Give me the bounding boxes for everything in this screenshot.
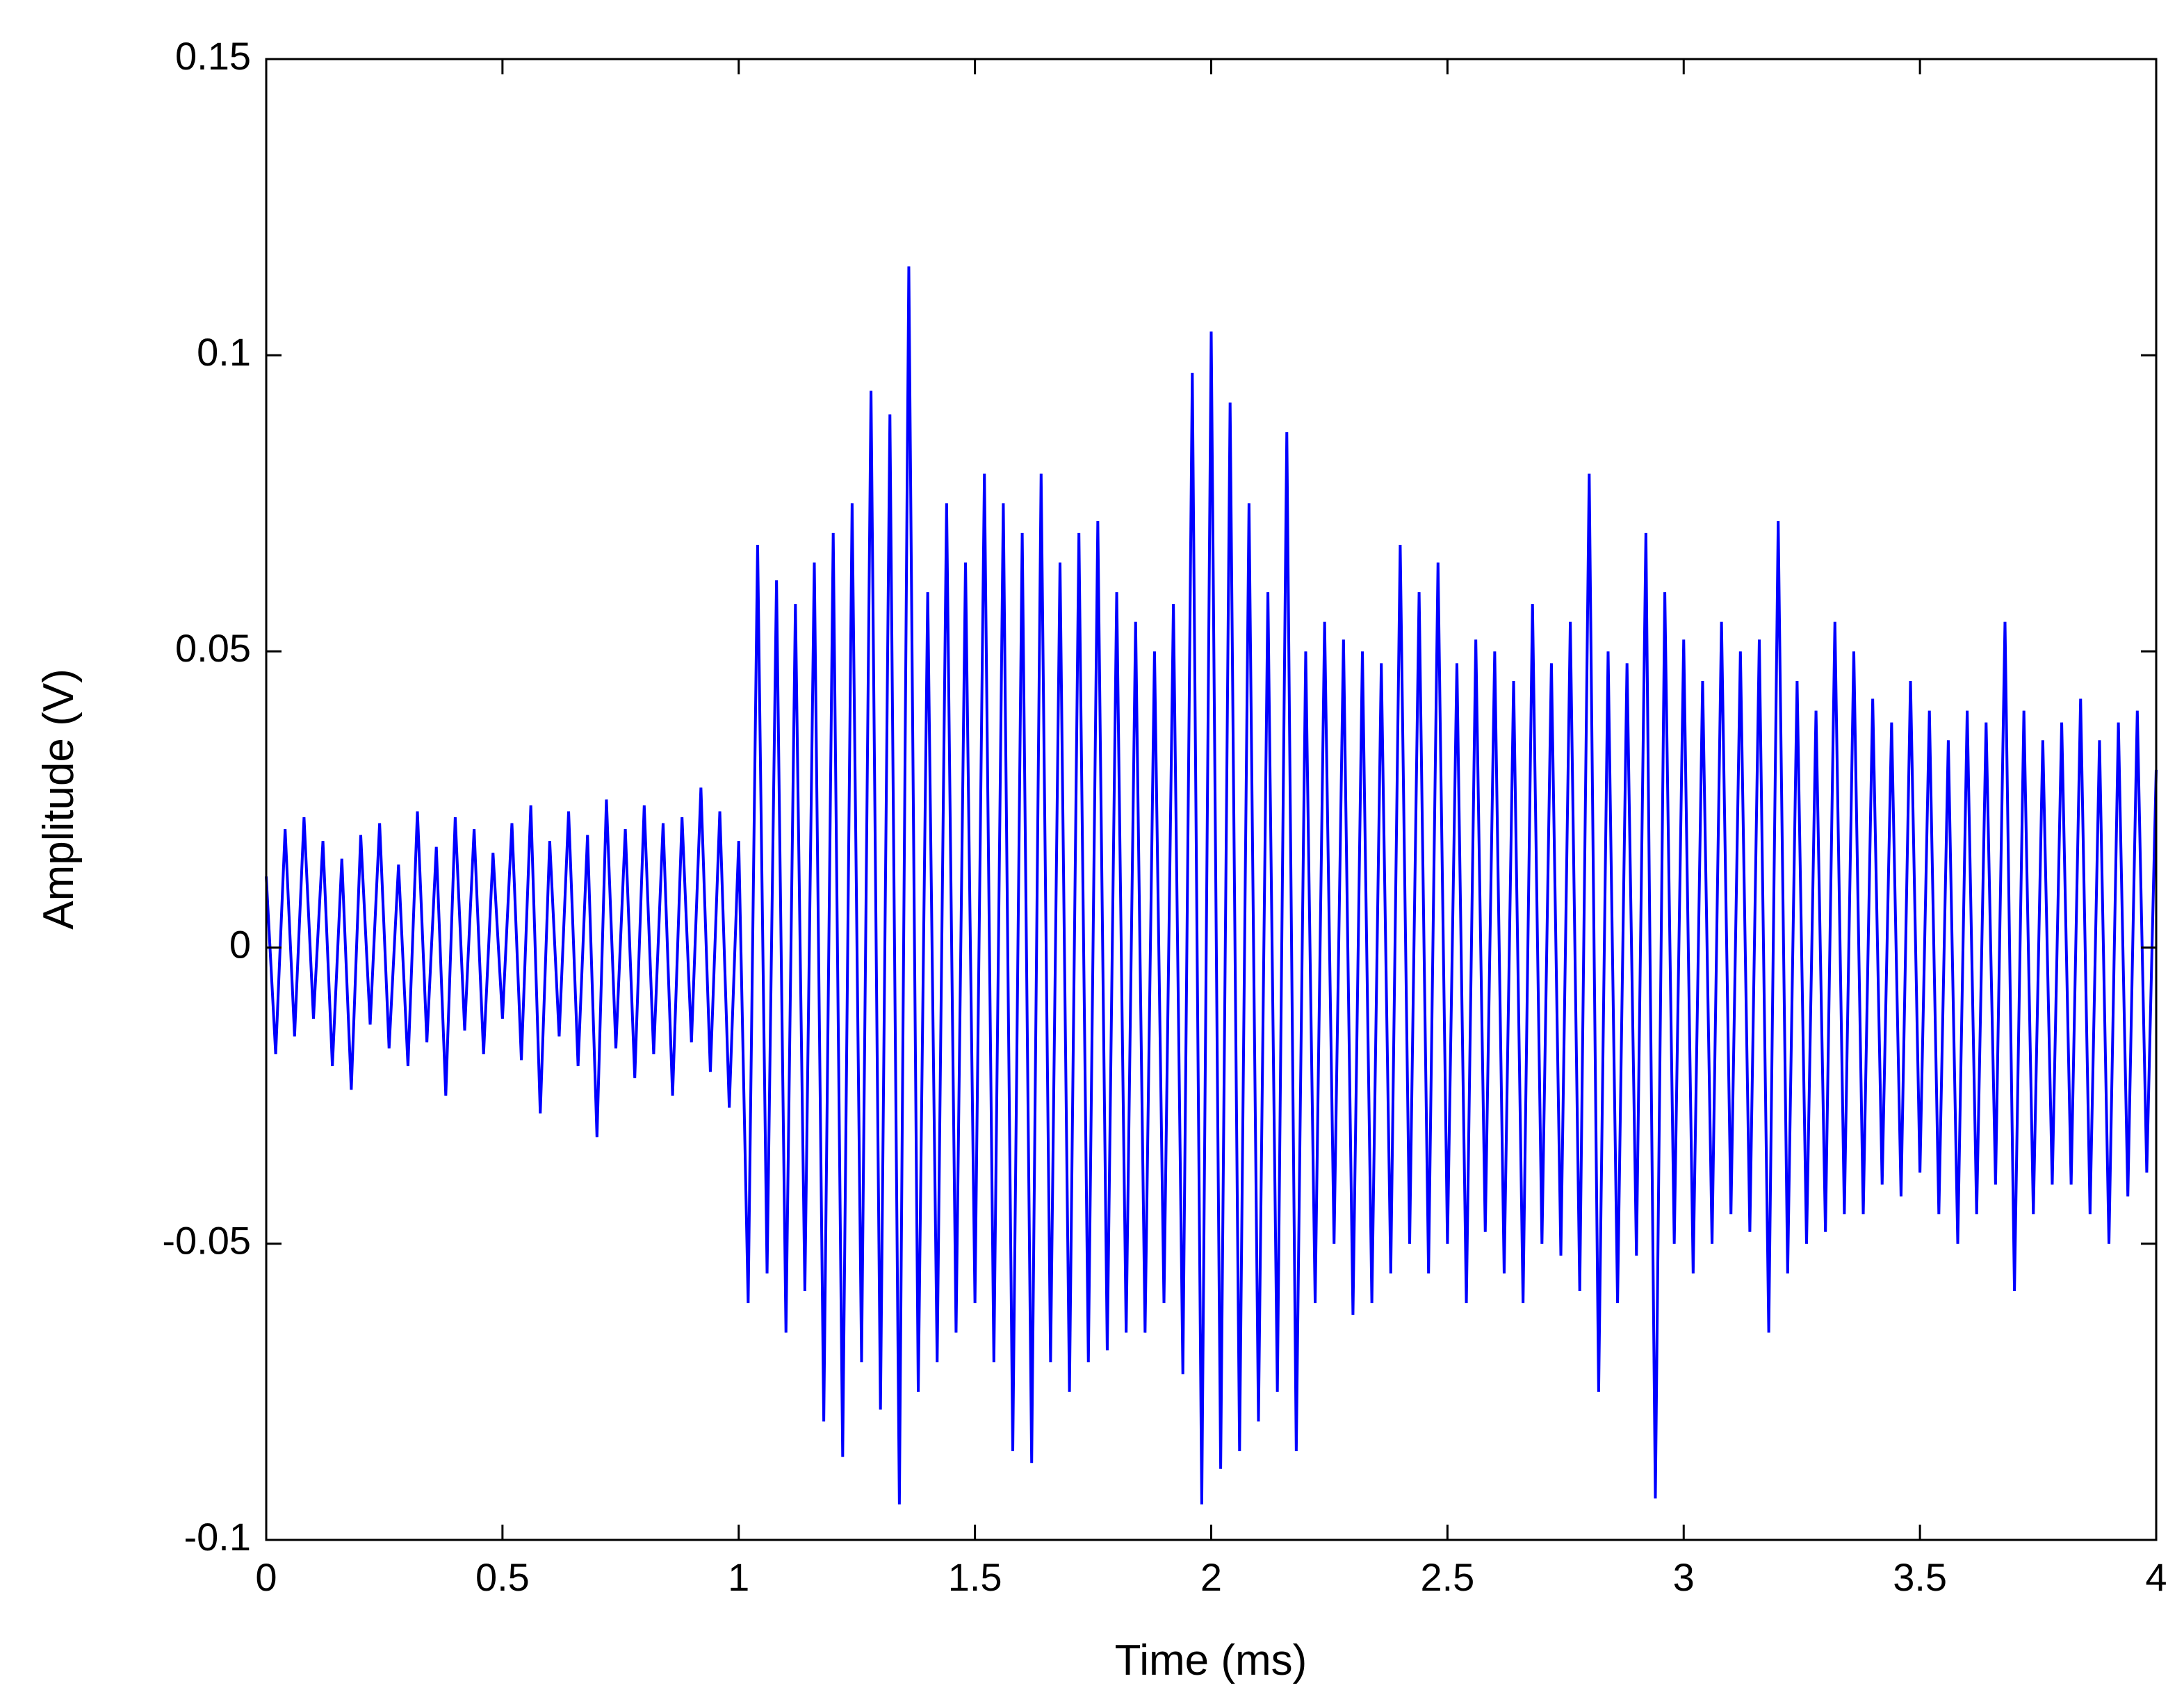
x-tick-label: 2.5 [1420, 1555, 1474, 1599]
y-axis-label: Amplitude (V) [35, 669, 83, 930]
data-line [265, 266, 2158, 1504]
y-tick-label: 0.05 [175, 626, 251, 670]
x-axis-label: Time (ms) [1115, 1637, 1307, 1684]
x-tick-label: 3 [1673, 1555, 1695, 1599]
x-tick-label: 1 [728, 1555, 749, 1599]
y-tick-label: -0.1 [184, 1515, 252, 1559]
x-tick-label: 2 [1200, 1555, 1222, 1599]
x-tick-label: 3.5 [1893, 1555, 1947, 1599]
y-tick-label: 0 [229, 922, 251, 966]
y-tick-label: 0.1 [197, 330, 251, 374]
x-tick-label: 1.5 [948, 1555, 1002, 1599]
y-tick-label: 0.15 [175, 34, 251, 78]
x-tick-label: 0 [255, 1555, 277, 1599]
x-tick-label: 4 [2145, 1555, 2167, 1599]
x-tick-label: 0.5 [475, 1555, 530, 1599]
y-tick-label: -0.05 [162, 1219, 251, 1263]
